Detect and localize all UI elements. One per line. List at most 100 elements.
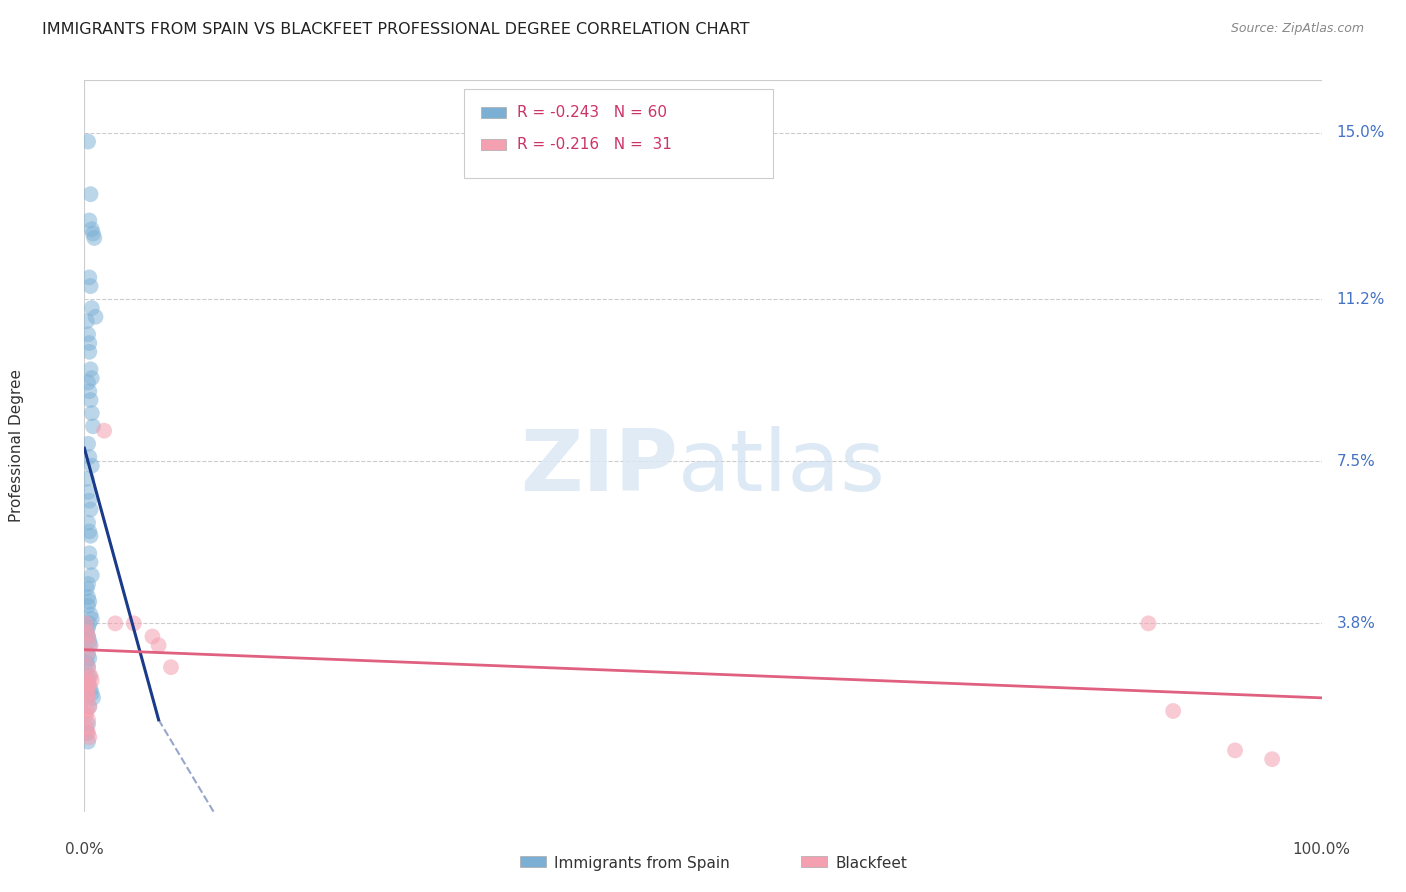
- Point: [82, 419, 104, 434]
- Point: [79, 450, 101, 464]
- Point: [77, 485, 100, 500]
- Point: [79, 699, 101, 714]
- Point: [82, 227, 104, 241]
- Point: [79, 546, 101, 560]
- Point: [1261, 752, 1284, 766]
- Point: [122, 616, 145, 631]
- Point: [79, 344, 101, 359]
- Point: [160, 660, 183, 674]
- Point: [80, 301, 103, 315]
- Point: [79, 529, 101, 543]
- Point: [77, 327, 100, 342]
- Point: [79, 682, 101, 697]
- Text: Professional Degree: Professional Degree: [8, 369, 24, 523]
- Point: [77, 686, 100, 700]
- Point: [80, 612, 103, 626]
- Point: [77, 673, 100, 688]
- Point: [141, 630, 163, 644]
- Point: [79, 270, 101, 285]
- Point: [79, 678, 101, 692]
- Point: [77, 590, 100, 604]
- Point: [104, 616, 127, 631]
- Point: [77, 516, 100, 530]
- Point: [79, 362, 101, 376]
- Point: [79, 731, 101, 745]
- Point: [76, 625, 98, 640]
- Point: [80, 406, 103, 420]
- Point: [77, 713, 100, 727]
- Point: [77, 621, 100, 635]
- Text: Immigrants from Spain: Immigrants from Spain: [554, 856, 730, 871]
- Point: [79, 638, 101, 652]
- Point: [76, 726, 98, 740]
- Point: [76, 314, 98, 328]
- Point: [84, 310, 107, 324]
- Point: [80, 686, 103, 700]
- Point: [79, 669, 101, 683]
- Point: [80, 458, 103, 473]
- Point: [79, 616, 101, 631]
- Point: [93, 424, 115, 438]
- Point: [76, 582, 98, 596]
- Point: [79, 502, 101, 516]
- Text: atlas: atlas: [678, 426, 886, 509]
- Point: [77, 660, 100, 674]
- Point: [77, 647, 100, 661]
- Point: [148, 638, 170, 652]
- Text: 0.0%: 0.0%: [65, 842, 104, 857]
- Point: [76, 704, 98, 718]
- Point: [75, 616, 97, 631]
- Point: [79, 392, 101, 407]
- Point: [79, 493, 101, 508]
- Point: [77, 690, 100, 705]
- Point: [83, 231, 105, 245]
- Point: [76, 656, 98, 670]
- Point: [82, 690, 104, 705]
- Point: [75, 708, 97, 723]
- Point: [79, 187, 101, 202]
- Point: [79, 634, 101, 648]
- Point: [76, 686, 98, 700]
- Point: [77, 630, 100, 644]
- Point: [1223, 743, 1246, 757]
- Point: [76, 647, 98, 661]
- Text: R = -0.216   N =  31: R = -0.216 N = 31: [517, 137, 672, 152]
- Point: [79, 594, 101, 608]
- Point: [77, 660, 100, 674]
- Point: [80, 222, 103, 236]
- Point: [77, 678, 100, 692]
- Point: [79, 279, 101, 293]
- Text: Blackfeet: Blackfeet: [835, 856, 907, 871]
- Point: [79, 669, 101, 683]
- Text: 11.2%: 11.2%: [1337, 292, 1385, 307]
- Point: [80, 568, 103, 582]
- Point: [79, 638, 101, 652]
- Text: 3.8%: 3.8%: [1337, 615, 1375, 631]
- Text: R = -0.243   N = 60: R = -0.243 N = 60: [517, 105, 668, 120]
- Point: [77, 734, 100, 748]
- Point: [77, 437, 100, 451]
- Point: [79, 384, 101, 399]
- Point: [76, 673, 98, 688]
- Point: [79, 651, 101, 665]
- Point: [80, 673, 103, 688]
- Text: Source: ZipAtlas.com: Source: ZipAtlas.com: [1230, 22, 1364, 36]
- Point: [76, 722, 98, 736]
- Point: [80, 371, 103, 385]
- Point: [76, 625, 98, 640]
- Point: [79, 555, 101, 569]
- Point: [79, 699, 101, 714]
- Text: 100.0%: 100.0%: [1292, 842, 1351, 857]
- Text: ZIP: ZIP: [520, 426, 678, 509]
- Point: [77, 726, 100, 740]
- Point: [77, 630, 100, 644]
- Text: 7.5%: 7.5%: [1337, 454, 1375, 469]
- Text: 15.0%: 15.0%: [1337, 126, 1385, 140]
- Point: [77, 717, 100, 731]
- Point: [79, 336, 101, 351]
- Point: [77, 577, 100, 591]
- Text: IMMIGRANTS FROM SPAIN VS BLACKFEET PROFESSIONAL DEGREE CORRELATION CHART: IMMIGRANTS FROM SPAIN VS BLACKFEET PROFE…: [42, 22, 749, 37]
- Point: [79, 524, 101, 539]
- Point: [77, 135, 100, 149]
- Point: [79, 213, 101, 227]
